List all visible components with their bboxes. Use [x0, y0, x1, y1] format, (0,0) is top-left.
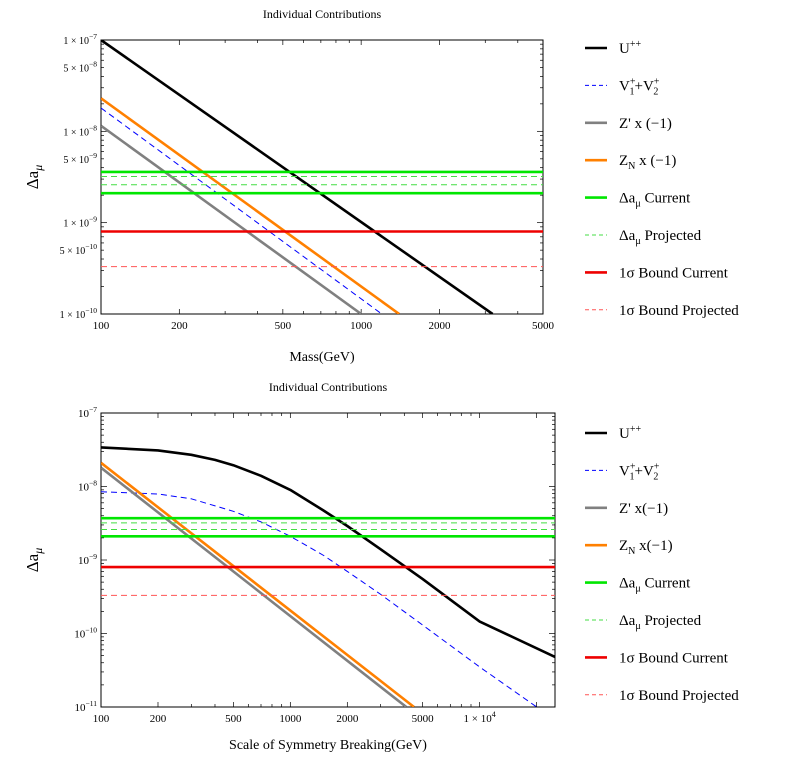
legend-label: V+ 1+V+ 2 [619, 461, 660, 482]
plot-frame [100, 412, 556, 708]
legend-label: 1σ Bound Projected [619, 303, 739, 319]
chart-panel-2: Individual Contributions 100 200 500 1000 200… [23, 380, 739, 753]
series-line-z-n-x-1- [101, 461, 415, 707]
x-axis-label: Mass(GeV) [289, 350, 355, 365]
legend-label: Z' x(−1) [619, 501, 668, 517]
series-group [101, 40, 543, 314]
y-tick-label: 10−11 [75, 699, 98, 714]
y-tick-label: 5 × 10−9 [63, 151, 97, 166]
legend-label: Z' x (−1) [619, 116, 672, 132]
x-tick-label: 1000 [279, 713, 302, 725]
series-line-z-n-x-1- [101, 97, 400, 314]
chart-title: Individual Contributions [269, 380, 388, 394]
y-tick-label: 10−7 [78, 405, 97, 420]
x-tick-label: 2000 [428, 320, 451, 332]
x-tick-label: 100 [93, 320, 110, 332]
y-tick-label: 5 × 10−8 [63, 59, 97, 74]
legend-label: U++ [619, 424, 641, 442]
x-tick-label: 1000 [350, 320, 373, 332]
series-line-z-x-1- [101, 466, 408, 707]
legend-label: U++ [619, 39, 641, 57]
chart-panel-1: Individual Contributions 100 200 500 1000 200… [23, 7, 739, 365]
y-tick-label: 10−9 [78, 552, 97, 567]
series-line-v1-v2- [101, 107, 383, 314]
legend-label: 1σ Bound Current [619, 265, 729, 281]
y-tick-label: 1 × 10−8 [63, 123, 97, 138]
y-tick-label: 1 × 10−7 [63, 32, 97, 47]
y-tick-label: 10−8 [78, 479, 97, 494]
legend-label: 1σ Bound Current [619, 650, 729, 666]
legend-label: Δaμ Projected [619, 228, 702, 247]
y-tick-label: 1 × 10−9 [63, 215, 97, 230]
y-tick-label: 1 × 10−10 [60, 306, 98, 321]
x-tick-label: 100 [93, 713, 110, 725]
x-tick-label: 2000 [336, 713, 359, 725]
x-tick-label: 200 [150, 713, 167, 725]
x-tick-label: 5000 [412, 713, 435, 725]
series-line-v1-v2- [101, 491, 537, 707]
x-tick-label: 200 [171, 320, 188, 332]
legend-label: Δaμ Current [619, 576, 691, 595]
y-tick-label: 10−10 [74, 626, 97, 641]
legend-label: ZN x(−1) [619, 538, 673, 557]
x-tick-label: 500 [225, 713, 242, 725]
legend-label: Δaμ Current [619, 191, 691, 210]
x-axis-label: Scale of Symmetry Breaking(GeV) [229, 738, 427, 753]
series-group [101, 446, 555, 707]
y-axis-label: Δaμ [23, 165, 45, 190]
x-tick-label: 500 [275, 320, 292, 332]
x-tick-label: 1 × 104 [464, 710, 496, 725]
chart-title: Individual Contributions [263, 7, 382, 21]
y-axis-label: Δaμ [23, 548, 45, 573]
series-line-u- [101, 446, 555, 659]
legend-label: ZN x (−1) [619, 153, 676, 172]
y-tick-label: 5 × 10−10 [60, 242, 98, 257]
legend-label: Δaμ Projected [619, 613, 702, 632]
legend-label: V+ 1+V+ 2 [619, 76, 660, 97]
x-tick-label: 5000 [532, 320, 555, 332]
legend-label: 1σ Bound Projected [619, 688, 739, 704]
series-line-z-x-1- [101, 124, 362, 314]
